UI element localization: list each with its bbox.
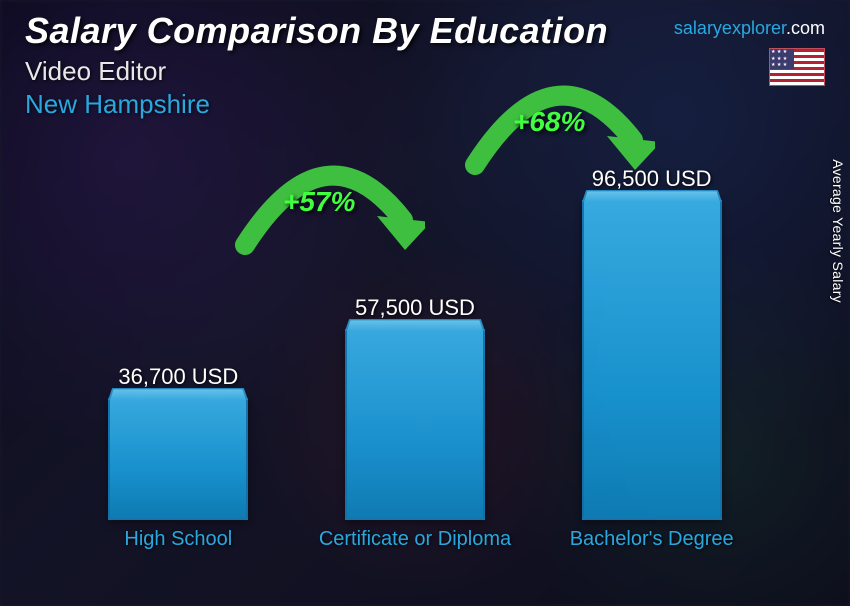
brand-name: salaryexplorer [674, 18, 786, 38]
increase-arrow: +57% [225, 150, 425, 260]
location: New Hampshire [25, 89, 825, 120]
bar [582, 200, 722, 520]
flag-icon [769, 48, 825, 86]
bar-value: 36,700 USD [118, 364, 238, 390]
subtitle: Video Editor [25, 56, 825, 87]
bar-category: Bachelor's Degree [570, 528, 734, 578]
bar [108, 398, 248, 520]
bar [345, 329, 485, 520]
bar-category: High School [124, 528, 232, 578]
bar-value: 57,500 USD [355, 295, 475, 321]
y-axis-label: Average Yearly Salary [830, 159, 846, 303]
brand-suffix: .com [786, 18, 825, 38]
brand: salaryexplorer.com [674, 18, 825, 39]
bar-wrap: 96,500 USDBachelor's Degree [545, 140, 758, 578]
bar-category: Certificate or Diploma [319, 528, 511, 578]
increase-pct: +57% [283, 186, 355, 218]
